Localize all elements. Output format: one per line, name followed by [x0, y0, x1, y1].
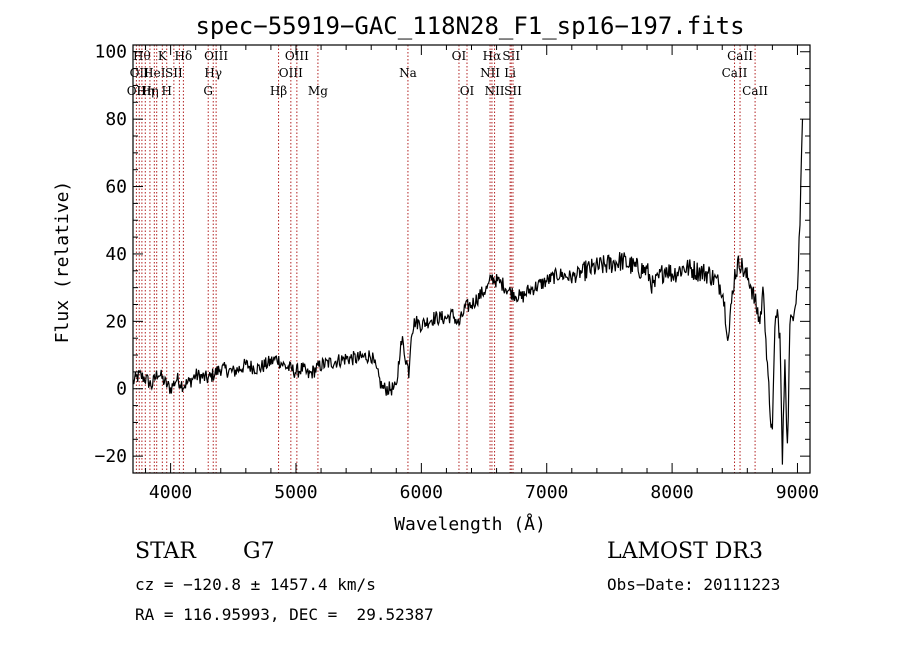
x-tick-label-6000: 6000 — [400, 482, 443, 503]
line-label-1: OII — [130, 66, 150, 80]
line-label-16: OIII — [279, 66, 303, 80]
plot-frame — [132, 44, 811, 474]
spectral-line-markers: OIIOIIHθHηHηHeIKHSIIHδGHγOIIIHβOIIIOIIIM… — [127, 45, 768, 473]
x-axis-label: Wavelength (Å) — [394, 513, 546, 535]
observation-date: Obs−Date: 20111223 — [607, 575, 781, 594]
line-label-17: OIII — [285, 49, 309, 63]
line-label-28: CaII — [722, 66, 748, 80]
line-label-14: OIII — [204, 49, 228, 63]
x-axis-ticks: 4000 5000 6000 7000 8000 9000 — [145, 45, 819, 503]
y-tick-label-6: 100 — [94, 42, 127, 63]
y-tick-label-2: 20 — [105, 311, 127, 332]
line-label-22: NII — [480, 66, 500, 80]
line-label-7: K — [158, 49, 168, 63]
x-tick-label-7000: 7000 — [525, 482, 568, 503]
line-label-11: Hδ — [175, 49, 193, 63]
line-label-18: Mg — [308, 84, 328, 98]
line-label-8: H — [161, 84, 171, 98]
line-label-21: OI — [460, 84, 475, 98]
line-label-20: OI — [452, 49, 467, 63]
y-axis-label: Flux (relative) — [52, 181, 73, 344]
line-label-9: SII — [165, 66, 183, 80]
y-tick-label-3: 40 — [105, 244, 127, 265]
object-class: STAR — [135, 539, 196, 564]
line-label-30: CaII — [742, 84, 768, 98]
line-label-5: HeI — [143, 66, 166, 80]
y-tick-label-0: −20 — [94, 446, 127, 467]
line-label-24: NII — [485, 84, 505, 98]
coordinates: RA = 116.95993, DEC = 29.52387 — [135, 605, 434, 624]
line-label-25: Li — [504, 66, 516, 80]
line-label-12: G — [203, 84, 213, 98]
line-label-19: Na — [399, 66, 417, 80]
line-label-2: Hθ — [133, 49, 151, 63]
line-label-13: Hγ — [204, 66, 222, 80]
x-tick-label-5000: 5000 — [274, 482, 317, 503]
line-label-15: Hβ — [270, 84, 287, 98]
x-tick-label-9000: 9000 — [776, 482, 819, 503]
line-label-4: Hη — [141, 84, 159, 98]
y-axis-ticks: −20 0 20 40 60 80 100 — [94, 42, 810, 474]
spectrum-line — [132, 119, 804, 465]
redshift-velocity: cz = −120.8 ± 1457.4 km/s — [135, 575, 376, 594]
line-label-26: SII — [502, 49, 520, 63]
line-label-29: CaII — [727, 49, 753, 63]
x-tick-label-4000: 4000 — [149, 482, 192, 503]
y-tick-label-1: 0 — [116, 379, 127, 400]
chart-title: spec−55919−GAC_118N28_F1_sp16−197.fits — [195, 12, 744, 40]
y-tick-label-5: 80 — [105, 109, 127, 130]
y-tick-label-4: 60 — [105, 177, 127, 198]
survey-name: LAMOST DR3 — [607, 539, 763, 564]
x-tick-label-8000: 8000 — [650, 482, 693, 503]
object-subclass: G7 — [243, 539, 275, 564]
line-label-27: SII — [504, 84, 522, 98]
line-label-23: Hα — [483, 49, 502, 63]
